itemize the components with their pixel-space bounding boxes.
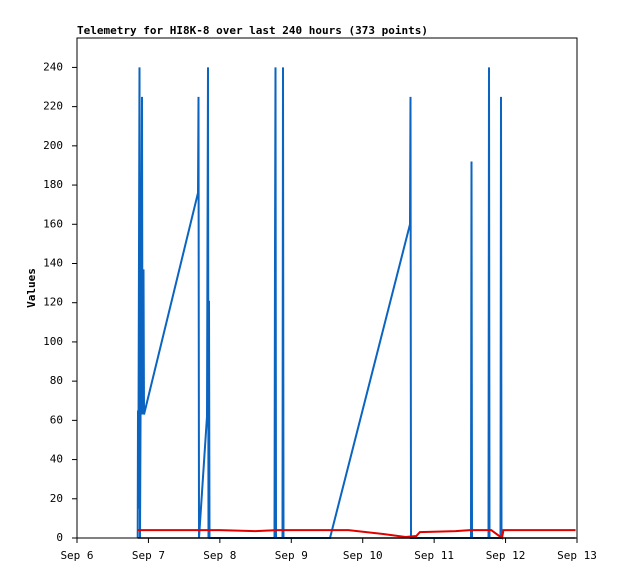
y-tick-label: 100 bbox=[43, 335, 63, 348]
chart-title: Telemetry for HI8K-8 over last 240 hours… bbox=[77, 24, 428, 37]
y-tick-label: 60 bbox=[50, 413, 63, 426]
x-tick-label: Sep 6 bbox=[60, 549, 93, 562]
y-tick-label: 200 bbox=[43, 139, 63, 152]
x-tick-label: Sep 7 bbox=[132, 549, 165, 562]
y-tick-label: 80 bbox=[50, 374, 63, 387]
x-tick-label: Sep 11 bbox=[414, 549, 454, 562]
x-tick-label: Sep 8 bbox=[203, 549, 236, 562]
x-tick-label: Sep 13 bbox=[557, 549, 597, 562]
y-tick-label: 0 bbox=[56, 531, 63, 544]
y-tick-label: 240 bbox=[43, 60, 63, 73]
y-tick-label: 40 bbox=[50, 453, 63, 466]
y-axis-label: Values bbox=[25, 268, 38, 308]
x-tick-label: Sep 12 bbox=[486, 549, 526, 562]
y-tick-label: 180 bbox=[43, 178, 63, 191]
y-tick-label: 20 bbox=[50, 492, 63, 505]
x-tick-label: Sep 10 bbox=[343, 549, 383, 562]
x-tick-label: Sep 9 bbox=[275, 549, 308, 562]
y-tick-label: 140 bbox=[43, 256, 63, 269]
y-tick-label: 120 bbox=[43, 296, 63, 309]
plot-frame bbox=[76, 37, 578, 539]
y-tick-label: 220 bbox=[43, 100, 63, 113]
data-line bbox=[137, 529, 576, 540]
y-tick-label: 160 bbox=[43, 217, 63, 230]
